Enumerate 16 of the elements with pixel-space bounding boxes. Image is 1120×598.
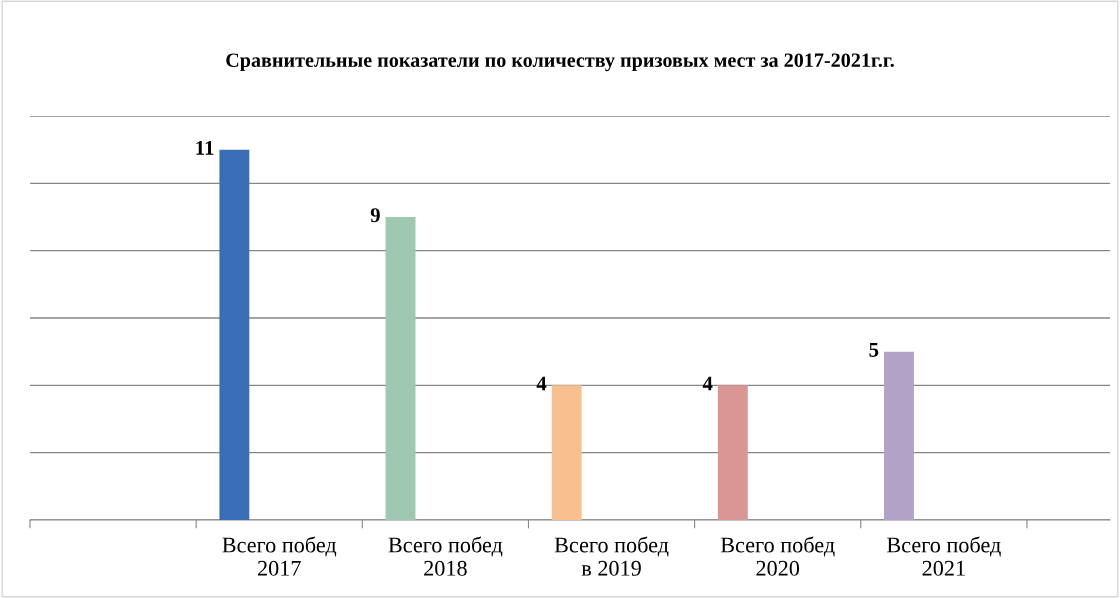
- bar: [717, 385, 748, 520]
- bar: [884, 351, 914, 520]
- x-tick-label: Всего побед в 2019: [554, 536, 669, 576]
- bar: [551, 385, 582, 520]
- x-tick-label: Всего побед 2021: [887, 536, 1001, 576]
- x-tick-label: Всего побед 2018: [388, 536, 503, 576]
- data-label: 4: [702, 376, 713, 391]
- data-label: 9: [370, 208, 380, 223]
- data-label: 11: [196, 140, 214, 155]
- bar: [385, 217, 416, 520]
- bar: [219, 149, 250, 520]
- x-tick-label: Всего побед 2017: [222, 536, 337, 576]
- x-tick-label: Всего побед 2020: [720, 536, 835, 576]
- chart-title: Сравнительные показатели по количеству призовых мест за 2017-2021г.г.: [226, 53, 894, 72]
- data-label: 4: [536, 376, 547, 391]
- data-label: 5: [869, 343, 879, 357]
